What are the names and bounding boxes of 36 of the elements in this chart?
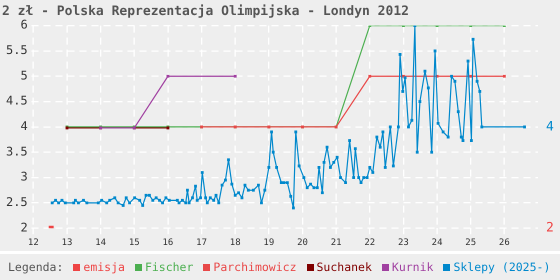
x-tick-label: 24 xyxy=(432,238,442,248)
legend-label: Suchanek xyxy=(316,260,372,274)
legend-title: Legenda: xyxy=(8,260,64,274)
legend-label: Fischer xyxy=(144,260,194,274)
text: 2 xyxy=(546,220,554,236)
text: 4 xyxy=(546,119,554,134)
x-tick-label: 14 xyxy=(95,238,106,248)
legend-label: Kurnik xyxy=(390,260,434,274)
x-tick-label: 19 xyxy=(263,238,274,248)
x-tick-label: 13 xyxy=(62,238,72,248)
chart-title: 2 zł - Polska Reprezentacja Olimpijska - Londyn 2012 xyxy=(2,4,409,20)
x-tick-label: 20 xyxy=(297,238,308,248)
x-tick-label: 15 xyxy=(128,238,140,248)
x-tick-label: 16 xyxy=(162,238,174,248)
y-tick-label: 4.5 xyxy=(6,94,28,108)
y-tick-label: 6 xyxy=(20,18,28,32)
x-tick-label: 12 xyxy=(28,238,39,248)
x-tick-label: 21 xyxy=(330,238,342,248)
y-tick-label: 3 xyxy=(20,170,28,184)
point xyxy=(502,74,506,78)
legend-label: emisja xyxy=(82,260,125,274)
x-tick-label: 18 xyxy=(230,238,241,248)
y-tick-label: 2 xyxy=(20,220,28,234)
y-tick-label: 5.5 xyxy=(6,43,28,58)
legend-label: Sklepy (2025-) xyxy=(452,260,550,274)
x-tick-label: 26 xyxy=(498,238,510,248)
y-tick-label: 3.5 xyxy=(6,144,28,158)
x-tick-label: 17 xyxy=(196,238,207,248)
y-tick-label: 2.5 xyxy=(6,195,28,209)
legend-label: Parchimowicz xyxy=(212,260,296,274)
point xyxy=(166,74,170,78)
x-tick-label: 23 xyxy=(398,238,409,248)
x-tick-label: 22 xyxy=(364,238,376,248)
x-tick-label: 25 xyxy=(465,238,476,248)
y-tick-label: 5 xyxy=(20,68,28,82)
y-tick-label: 4 xyxy=(20,119,28,134)
